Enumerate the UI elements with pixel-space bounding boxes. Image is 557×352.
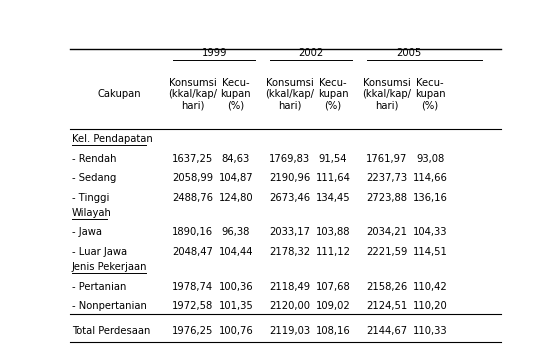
- Text: 111,12: 111,12: [315, 247, 350, 257]
- Text: - Luar Jawa: - Luar Jawa: [72, 247, 127, 257]
- Text: Konsumsi
(kkal/kap/
hari): Konsumsi (kkal/kap/ hari): [168, 78, 217, 111]
- Text: 2178,32: 2178,32: [269, 247, 310, 257]
- Text: 1890,16: 1890,16: [172, 227, 213, 237]
- Text: 1978,74: 1978,74: [172, 282, 213, 291]
- Text: 1769,83: 1769,83: [269, 153, 310, 164]
- Text: 1976,25: 1976,25: [172, 326, 213, 336]
- Text: 136,16: 136,16: [413, 193, 447, 202]
- Text: 1637,25: 1637,25: [172, 153, 213, 164]
- Text: - Nonpertanian: - Nonpertanian: [72, 301, 146, 311]
- Text: 114,66: 114,66: [413, 173, 447, 183]
- Text: 1761,97: 1761,97: [366, 153, 408, 164]
- Text: 2237,73: 2237,73: [367, 173, 408, 183]
- Text: Jenis Pekerjaan: Jenis Pekerjaan: [72, 262, 147, 272]
- Text: 100,36: 100,36: [218, 282, 253, 291]
- Text: 96,38: 96,38: [222, 227, 250, 237]
- Text: Wilayah: Wilayah: [72, 208, 111, 218]
- Text: 114,51: 114,51: [413, 247, 447, 257]
- Text: 2190,96: 2190,96: [269, 173, 310, 183]
- Text: 107,68: 107,68: [316, 282, 350, 291]
- Text: 108,16: 108,16: [316, 326, 350, 336]
- Text: 93,08: 93,08: [416, 153, 444, 164]
- Text: 2002: 2002: [299, 48, 324, 58]
- Text: Konsumsi
(kkal/kap/
hari): Konsumsi (kkal/kap/ hari): [363, 78, 412, 111]
- Text: 2488,76: 2488,76: [172, 193, 213, 202]
- Text: 2118,49: 2118,49: [269, 282, 310, 291]
- Text: 2673,46: 2673,46: [269, 193, 310, 202]
- Text: Total Perdesaan: Total Perdesaan: [72, 326, 150, 336]
- Text: - Tinggi: - Tinggi: [72, 193, 109, 202]
- Text: 1972,58: 1972,58: [172, 301, 213, 311]
- Text: 84,63: 84,63: [222, 153, 250, 164]
- Text: Kecu-
kupan
(%): Kecu- kupan (%): [221, 78, 251, 111]
- Text: Kel. Pendapatan: Kel. Pendapatan: [72, 134, 153, 144]
- Text: Cakupan: Cakupan: [97, 89, 141, 99]
- Text: - Jawa: - Jawa: [72, 227, 102, 237]
- Text: 110,42: 110,42: [413, 282, 447, 291]
- Text: 2221,59: 2221,59: [366, 247, 408, 257]
- Text: 134,45: 134,45: [316, 193, 350, 202]
- Text: Kecu-
kupan
(%): Kecu- kupan (%): [415, 78, 446, 111]
- Text: 104,87: 104,87: [218, 173, 253, 183]
- Text: 104,33: 104,33: [413, 227, 447, 237]
- Text: - Pertanian: - Pertanian: [72, 282, 126, 291]
- Text: 2158,26: 2158,26: [367, 282, 408, 291]
- Text: 100,76: 100,76: [218, 326, 253, 336]
- Text: 2058,99: 2058,99: [172, 173, 213, 183]
- Text: - Rendah: - Rendah: [72, 153, 116, 164]
- Text: 2033,17: 2033,17: [269, 227, 310, 237]
- Text: 103,88: 103,88: [316, 227, 350, 237]
- Text: 2005: 2005: [396, 48, 421, 58]
- Text: 2034,21: 2034,21: [367, 227, 407, 237]
- Text: 110,33: 110,33: [413, 326, 447, 336]
- Text: 2120,00: 2120,00: [269, 301, 310, 311]
- Text: 91,54: 91,54: [319, 153, 347, 164]
- Text: 2124,51: 2124,51: [367, 301, 408, 311]
- Text: 109,02: 109,02: [316, 301, 350, 311]
- Text: 2048,47: 2048,47: [172, 247, 213, 257]
- Text: 2723,88: 2723,88: [367, 193, 407, 202]
- Text: 2119,03: 2119,03: [269, 326, 310, 336]
- Text: - Sedang: - Sedang: [72, 173, 116, 183]
- Text: 124,80: 124,80: [218, 193, 253, 202]
- Text: 2144,67: 2144,67: [367, 326, 408, 336]
- Text: 1999: 1999: [202, 48, 227, 58]
- Text: 111,64: 111,64: [315, 173, 350, 183]
- Text: 110,20: 110,20: [413, 301, 447, 311]
- Text: 104,44: 104,44: [218, 247, 253, 257]
- Text: Kecu-
kupan
(%): Kecu- kupan (%): [317, 78, 348, 111]
- Text: 101,35: 101,35: [218, 301, 253, 311]
- Text: Konsumsi
(kkal/kap/
hari): Konsumsi (kkal/kap/ hari): [265, 78, 314, 111]
